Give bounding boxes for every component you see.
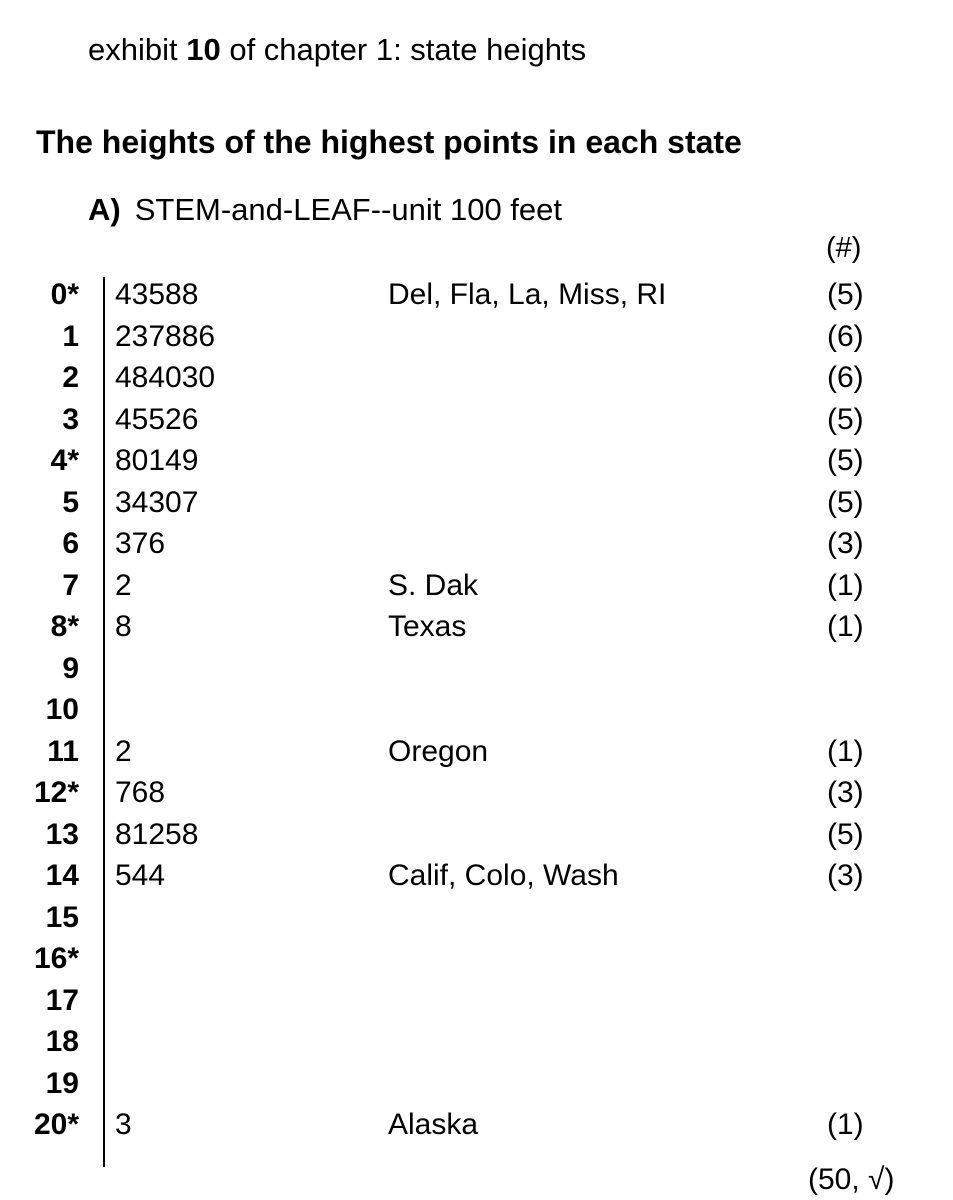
leaf-digits: 45526 [115,402,199,436]
leaf-digits: 3 [115,1108,132,1141]
table-row: 13 81258 (5) [0,814,953,856]
stem-value: 11 [47,734,79,768]
leaf-digits: 768 [115,776,166,809]
leaf-digits: 544 [115,859,166,892]
exhibit-prefix: exhibit [88,32,178,67]
leaf-digits: 2 [115,568,132,602]
state-names: Alaska [388,1108,479,1141]
table-row: 5 34307 (5) [0,482,953,524]
stem-value: 17 [45,983,79,1017]
stem-value: 13 [45,817,79,851]
table-row: 3 45526 (5) [0,399,953,441]
section-heading: A) STEM-and-LEAF--unit 100 feet [88,188,562,232]
table-row: 0* 43588 Del, Fla, La, Miss, RI (5) [0,274,953,316]
exhibit-number: 10 [186,32,221,67]
table-row: 17 [0,980,953,1022]
table-row: 7 2 S. Dak (1) [0,565,953,607]
stem-value: 10 [45,693,79,726]
stem-value: 2 [62,361,79,394]
stem-value: 14 [45,859,79,892]
leaf-digits: 237886 [115,319,216,353]
stem-value: 15 [45,900,79,934]
row-count: (5) [827,402,864,436]
leaf-digits: 80149 [115,444,199,477]
stem-value: 16* [33,942,79,975]
table-row: 12* 768 (3) [0,772,953,814]
stem-value: 7 [62,568,79,602]
stem-value: 1 [62,319,79,353]
leaf-digits: 2 [115,734,132,768]
leaf-digits: 43588 [115,278,199,311]
stem-value: 3 [62,402,79,436]
stem-value: 8* [50,610,79,643]
stem-divider-line [103,277,105,1167]
count-column-header: (#) [826,232,862,264]
table-row: 8* 8 Texas (1) [0,606,953,648]
stem-value: 4* [50,444,79,477]
stem-value: 0* [50,278,79,311]
exhibit-heading: exhibit 10 of chapter 1: state heights [88,28,586,72]
leaf-digits: 376 [115,527,166,560]
stem-value: 9 [62,651,79,685]
row-count: (5) [827,444,864,477]
state-names: Texas [388,610,467,643]
stem-value: 12* [33,776,79,809]
table-row: 18 [0,1021,953,1063]
leaf-digits: 484030 [115,361,216,394]
state-names: Oregon [388,734,489,768]
table-row: 15 [0,897,953,939]
table-row: 6 376 (3) [0,523,953,565]
table-row: 10 [0,689,953,731]
row-count: (3) [827,776,864,809]
stem-value: 20* [33,1108,79,1141]
table-row: 20* 3 Alaska (1) [0,1104,953,1146]
table-row: 1 237886 (6) [0,316,953,358]
state-names: Del, Fla, La, Miss, RI [388,278,667,311]
row-count: (1) [827,1108,864,1141]
stem-and-leaf-table: 0* 43588 Del, Fla, La, Miss, RI (5) 1 237886 (… [0,274,953,1146]
row-count: (5) [827,485,864,519]
state-names: S. Dak [388,568,479,602]
row-count: (3) [827,527,864,560]
table-row: 14 544 Calif, Colo, Wash (3) [0,855,953,897]
page-title: The heights of the highest points in eac… [36,124,742,160]
stem-value: 6 [62,527,79,560]
row-count: (6) [827,361,864,394]
table-row: 4* 80149 (5) [0,440,953,482]
row-count: (5) [827,817,864,851]
stem-value: 5 [62,485,79,519]
table-row: 19 [0,1063,953,1105]
row-count: (1) [827,734,864,768]
row-count: (1) [827,568,864,602]
stem-value: 19 [45,1066,79,1100]
stem-value: 18 [45,1025,79,1058]
section-mark: A) [88,192,121,227]
total-count: (50, √) [808,1163,895,1196]
row-count: (3) [827,859,864,892]
state-names: Calif, Colo, Wash [388,859,619,892]
table-row: 9 [0,648,953,690]
leaf-digits: 81258 [115,817,199,851]
exhibit-suffix: of chapter 1: state heights [229,32,587,67]
section-label: STEM-and-LEAF--unit 100 feet [134,192,563,227]
leaf-digits: 34307 [115,485,199,519]
table-row: 11 2 Oregon (1) [0,731,953,773]
row-count: (5) [827,278,864,311]
table-row: 2 484030 (6) [0,357,953,399]
row-count: (6) [827,319,864,353]
leaf-digits: 8 [115,610,132,643]
table-row: 16* [0,938,953,980]
row-count: (1) [827,610,864,643]
